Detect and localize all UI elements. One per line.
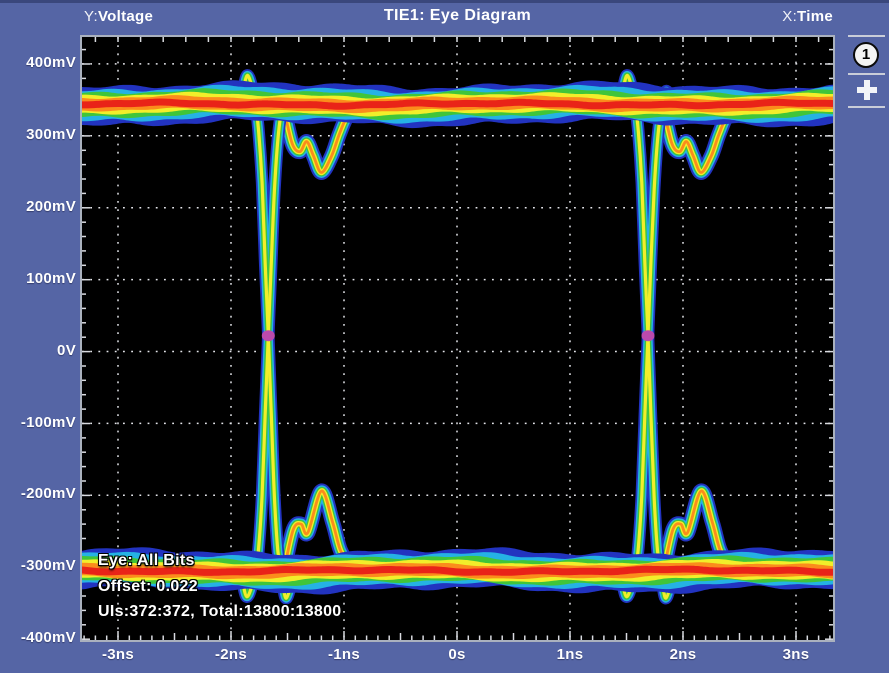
x-axis-name: Time: [797, 8, 833, 25]
y-tick-label: 100mV: [26, 269, 76, 287]
x-tick-label: -3ns: [101, 646, 135, 663]
x-tick-label: -2ns: [214, 646, 248, 663]
y-tick-label: -300mV: [20, 557, 76, 575]
x-axis-prefix: X:: [782, 8, 798, 25]
y-axis-title: Y:Voltage: [84, 8, 153, 25]
x-tick-label: 1ns: [556, 646, 584, 663]
x-tick-label: 2ns: [669, 646, 697, 663]
y-tick-label: -200mV: [20, 485, 76, 503]
toolbar-divider: [848, 35, 885, 37]
measurement-readout: Eye: All Bits Offset: 0.022 UIs:372:372, T…: [98, 548, 342, 625]
x-tick-label: -1ns: [327, 646, 361, 663]
x-tick-label: 3ns: [782, 646, 810, 663]
add-plot-button[interactable]: [854, 77, 880, 103]
y-tick-label: 0V: [57, 341, 76, 359]
x-axis-title: X:Time: [782, 8, 833, 25]
eye-diagram-plot[interactable]: Eye: All Bits Offset: 0.022 UIs:372:372, T…: [80, 35, 835, 642]
readout-line: Eye: All Bits: [98, 552, 195, 569]
y-axis-name: Voltage: [97, 8, 154, 25]
toolbar-divider: [848, 106, 885, 108]
toolbar-divider: [848, 73, 885, 75]
x-tick-label: 0s: [448, 646, 466, 663]
chart-title: TIE1: Eye Diagram: [383, 7, 532, 24]
plot-number-badge[interactable]: 1: [853, 42, 879, 68]
y-tick-label: -100mV: [20, 413, 76, 431]
eye-diagram-canvas[interactable]: [82, 37, 833, 640]
crossing-marker: [261, 330, 275, 342]
plot-toolbar: 1: [845, 0, 889, 673]
y-tick-label: 400mV: [26, 54, 76, 71]
crossing-marker: [641, 330, 655, 342]
plus-icon: [857, 80, 877, 100]
y-tick-label: -400mV: [20, 629, 76, 647]
y-axis-prefix: Y:: [84, 8, 98, 25]
readout-line: UIs:372:372, Total:13800:13800: [98, 603, 342, 620]
y-tick-label: 300mV: [26, 125, 76, 143]
readout-line: Offset: 0.022: [98, 577, 198, 595]
y-tick-label: 200mV: [26, 197, 76, 215]
